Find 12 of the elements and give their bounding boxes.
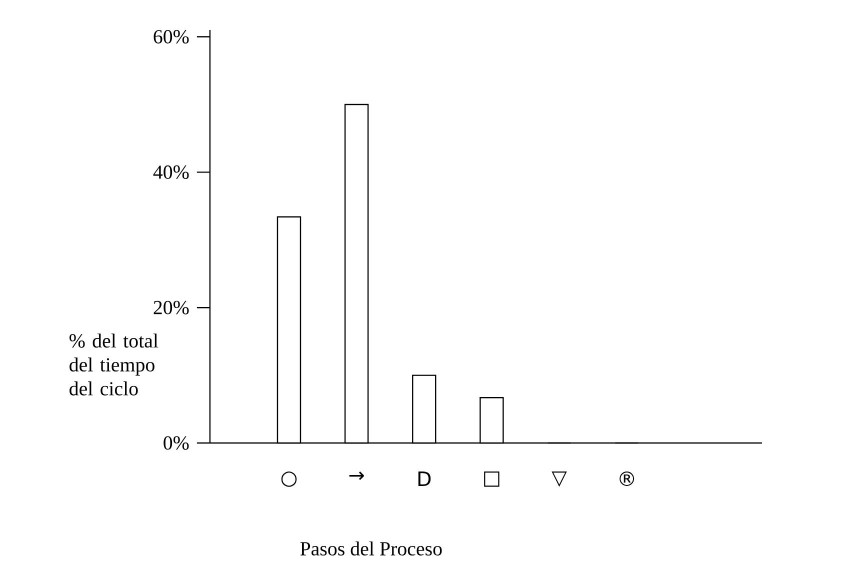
y-tick-label: 20% [154, 300, 189, 314]
y-tick-label: 40% [153, 165, 189, 179]
x-tick-label: → [349, 472, 364, 480]
x-tick-label: □ [484, 472, 500, 487]
x-tick-label: D [418, 472, 431, 486]
x-tick-label: ® [620, 472, 634, 486]
y-tick-label: 60% [154, 30, 189, 44]
y-axis-title: % del total del tiempo del ciclo [70, 334, 158, 396]
y-tick-label: 0% [164, 436, 189, 450]
x-axis-title: Pasos del Proceso [300, 542, 442, 556]
x-tick-label: ▽ [552, 472, 567, 487]
x-tick-label: ○ [281, 472, 297, 487]
